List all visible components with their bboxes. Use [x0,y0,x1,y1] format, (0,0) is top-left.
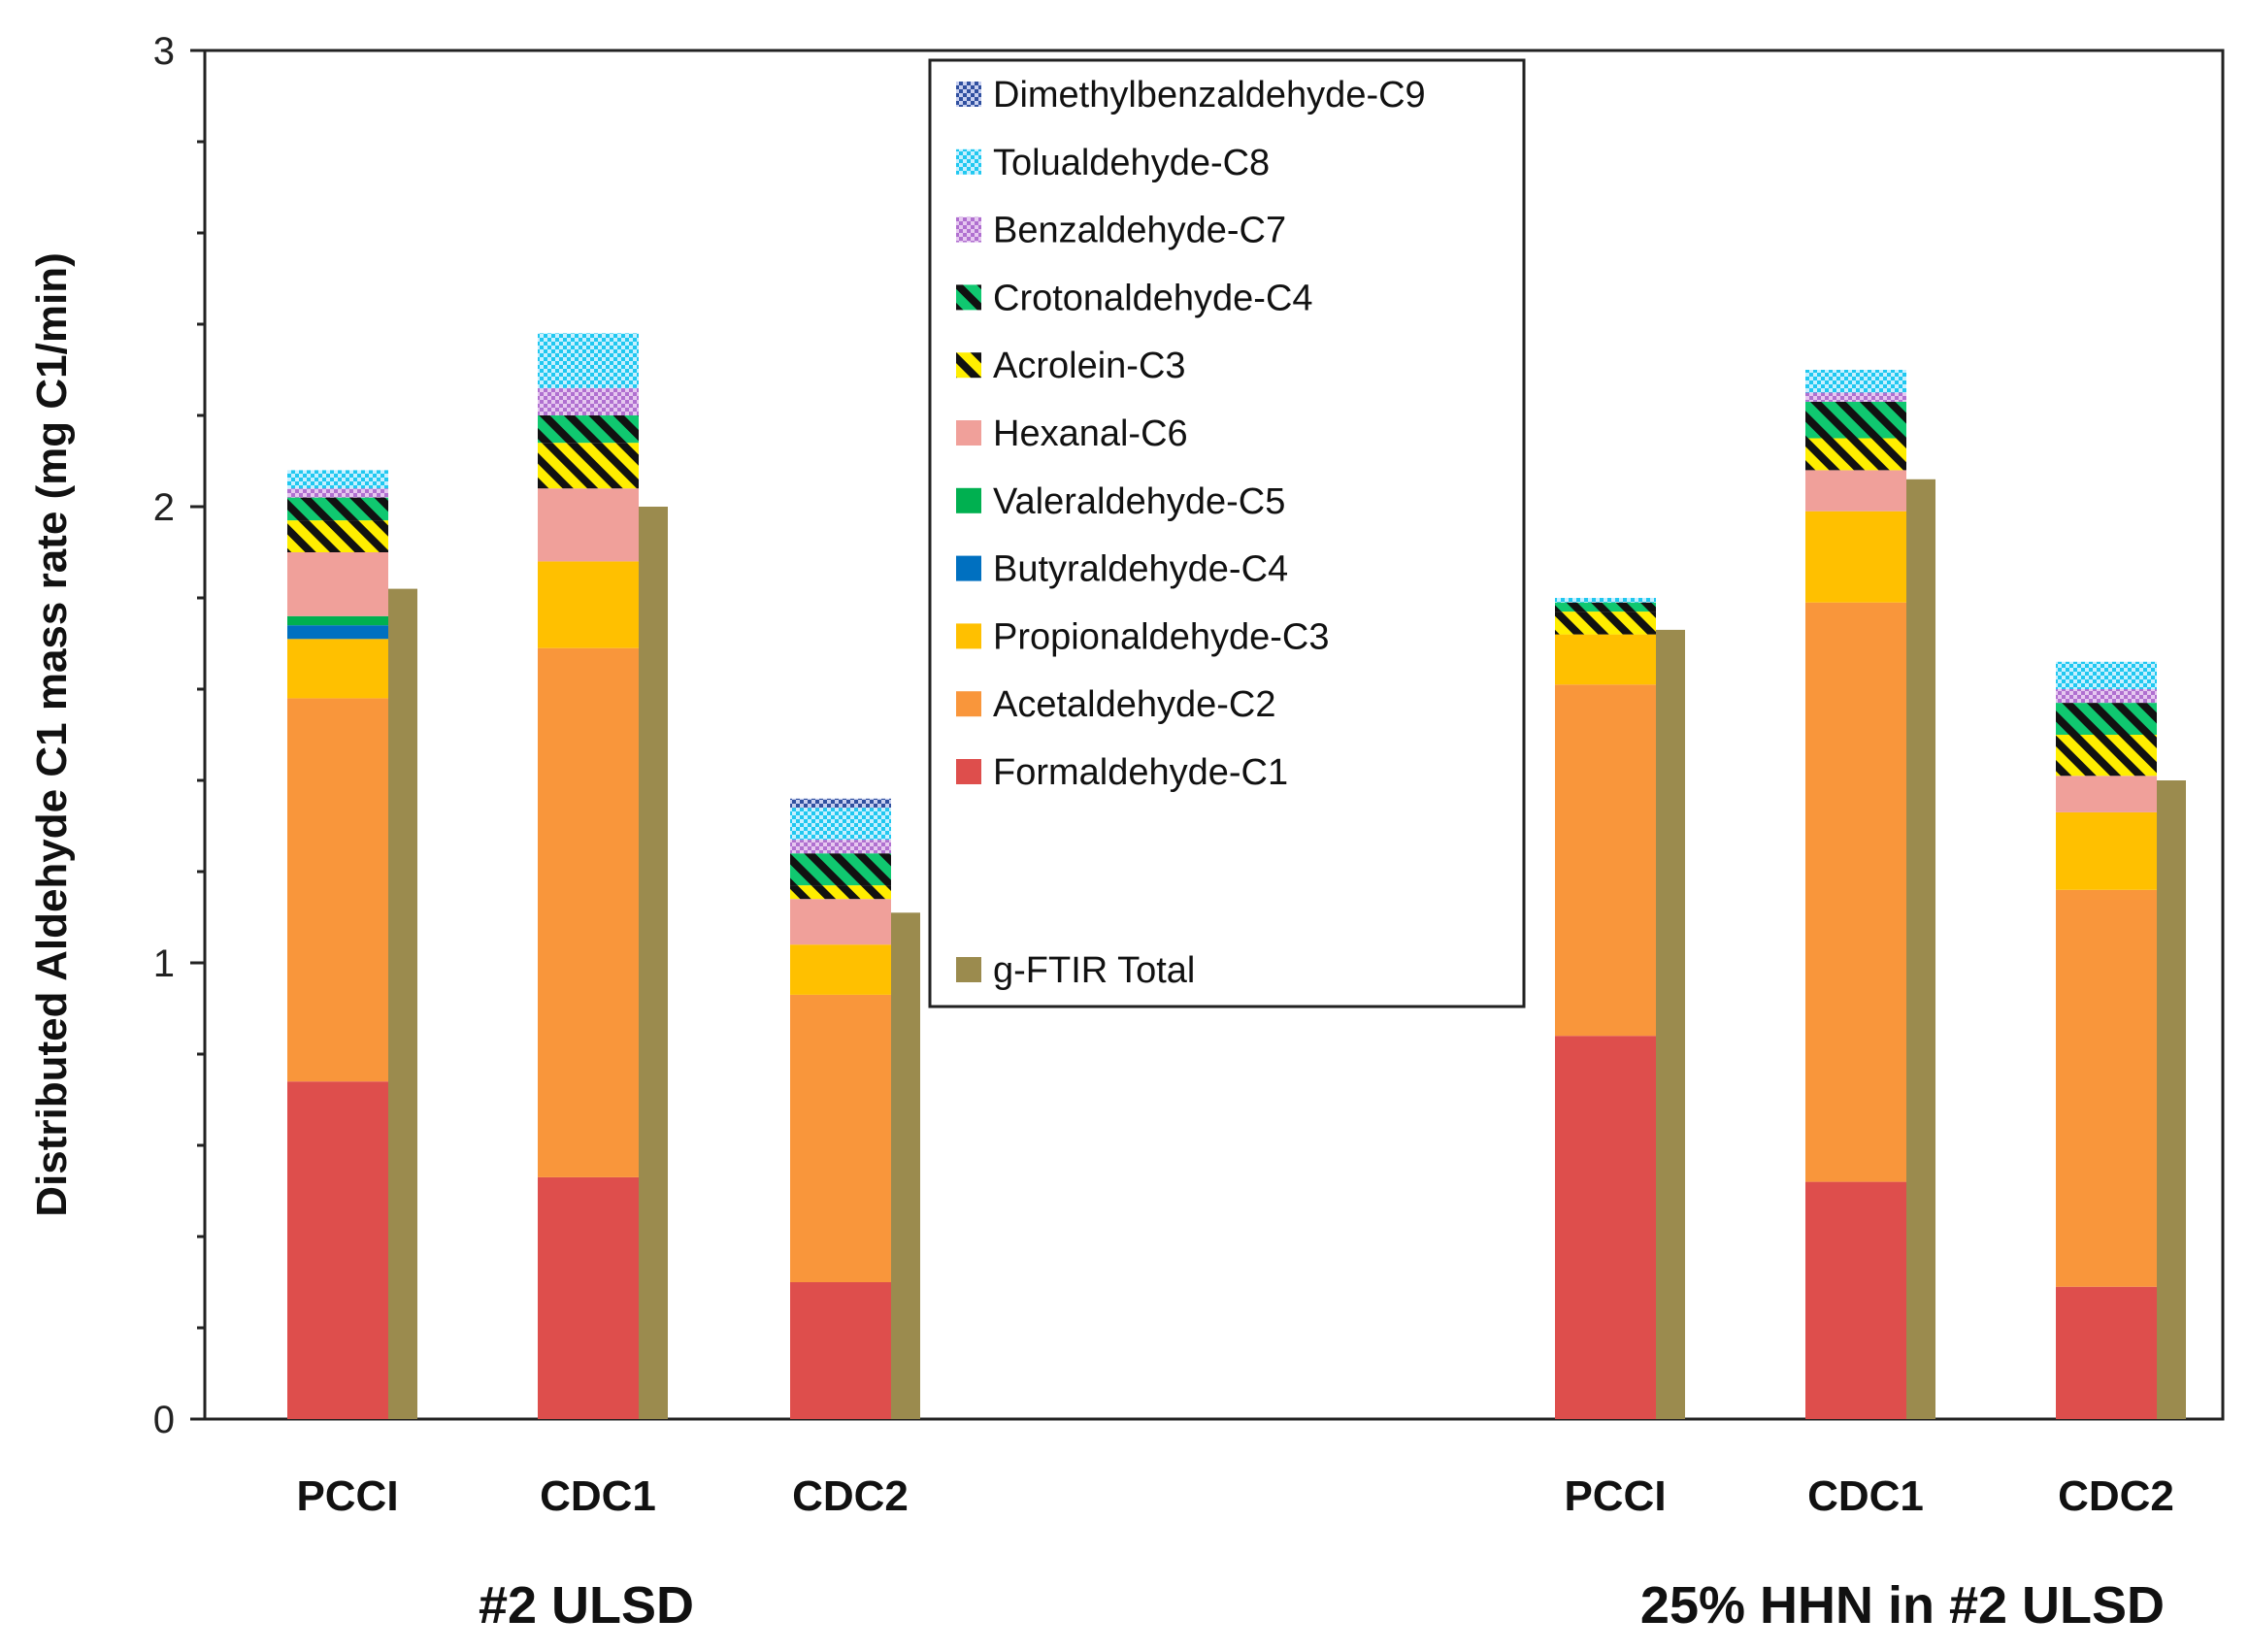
legend-label: Tolualdehyde-C8 [993,143,1270,183]
x-category-label: CDC2 [792,1472,909,1520]
bar-segment-formaldehyde-c1 [790,1282,891,1419]
bar-segment-acrolein-c3 [1555,611,1656,635]
legend-swatch [956,284,981,311]
bar-segment-propionaldehyde-c3 [790,944,891,995]
bar-segment-acrolein-c3 [2056,735,2157,776]
bar-segment-acetaldehyde-c2 [1805,602,1906,1182]
bar-segment-tolualdehyde-c8 [1805,370,1906,393]
legend-label: Hexanal-C6 [993,413,1188,454]
bar-segment-butyraldehyde-c4 [287,625,388,640]
bar-segment-tolualdehyde-c8 [790,808,891,841]
bar-segment-tolualdehyde-c8 [2056,661,2157,689]
x-axis-labels: PCCI CDC1 CDC2 PCCI CDC1 CDC2 #2 ULSD 25% HHN i… [296,1472,2173,1635]
bar-segment-tolualdehyde-c8 [1555,598,1656,603]
bar-segment-propionaldehyde-c3 [538,561,639,648]
x-category-label: CDC1 [540,1472,656,1520]
legend-swatch [956,420,981,446]
bar-segment-acrolein-c3 [287,520,388,552]
y-tick-label: 3 [153,30,175,73]
bar-segment-propionaldehyde-c3 [1805,511,1906,603]
bar-segment-propionaldehyde-c3 [1555,634,1656,685]
legend-box [928,58,1526,1008]
legend-label: Dimethylbenzaldehyde-C9 [993,75,1426,116]
legend-swatch [956,957,981,982]
bar-gftir-total [1656,629,1685,1419]
legend-swatch [956,555,981,581]
bar-segment-formaldehyde-c1 [2056,1286,2157,1419]
bar-segment-hexanal-c6 [1805,470,1906,512]
legend-label: Benzaldehyde-C7 [993,211,1286,251]
bar-segment-acrolein-c3 [538,443,639,489]
bar-segment-crotonaldehyde-c4 [1555,602,1656,612]
bar-segment-formaldehyde-c1 [1805,1181,1906,1419]
bar-gftir-total [639,507,668,1419]
bars-layer [287,333,2186,1419]
y-tick-label: 1 [153,942,175,985]
bar-segment-acrolein-c3 [790,885,891,900]
x-category-label: CDC2 [2058,1472,2174,1520]
bar-segment-formaldehyde-c1 [287,1081,388,1419]
legend-label: Valeraldehyde-C5 [993,481,1285,522]
bar-gftir-total [1906,479,1935,1419]
bar-gftir-total [2157,780,2186,1419]
x-group-label: #2 ULSD [479,1576,694,1635]
legend-swatch [956,82,981,107]
bar-segment-crotonaldehyde-c4 [287,497,388,521]
bar-segment-propionaldehyde-c3 [287,639,388,699]
legend-label: Formaldehyde-C1 [993,752,1288,793]
bar-segment-benzaldehyde-c7 [538,387,639,415]
bar-segment-crotonaldehyde-c4 [790,853,891,886]
bar-segment-acetaldehyde-c2 [287,698,388,1082]
bar-segment-acrolein-c3 [1805,438,1906,471]
bar-segment-hexanal-c6 [790,899,891,945]
legend-label: Butyraldehyde-C4 [993,549,1288,590]
legend-swatch [956,487,981,513]
legend-swatch [956,691,981,717]
x-category-label: PCCI [1564,1472,1666,1520]
legend-swatch [956,149,981,175]
bar-segment-propionaldehyde-c3 [2056,811,2157,890]
bar-segment-benzaldehyde-c7 [1805,392,1906,402]
bar-segment-dimethylbenzaldehyde-c9 [790,798,891,809]
bar-segment-formaldehyde-c1 [1555,1036,1656,1419]
x-category-label: CDC1 [1807,1472,1924,1520]
legend-swatch [956,352,981,379]
y-tick-label: 2 [153,486,175,529]
bar-segment-acetaldehyde-c2 [790,994,891,1282]
legend-swatch [956,623,981,649]
bar-segment-crotonaldehyde-c4 [2056,703,2157,735]
y-axis-title: Distributed Aldehyde C1 mass rate (mg C1… [28,252,76,1216]
legend-swatch [956,759,981,784]
legend: Dimethylbenzaldehyde-C9 Tolualdehyde-C8 Be… [928,58,1526,1008]
bar-segment-valeraldehyde-c5 [287,615,388,626]
legend-swatch [956,216,981,243]
y-axis-ticks: 0 1 2 3 [153,30,205,1441]
bar-segment-crotonaldehyde-c4 [1805,401,1906,439]
bar-segment-benzaldehyde-c7 [2056,689,2157,704]
bar-segment-acetaldehyde-c2 [1555,684,1656,1037]
legend-label: Acrolein-C3 [993,346,1186,386]
bar-segment-benzaldehyde-c7 [790,840,891,854]
bar-gftir-total [891,912,920,1419]
legend-label: Crotonaldehyde-C4 [993,278,1313,318]
bar-segment-tolualdehyde-c8 [287,470,388,489]
legend-label: Acetaldehyde-C2 [993,684,1276,725]
bar-segment-acetaldehyde-c2 [538,647,639,1177]
bar-segment-hexanal-c6 [287,552,388,616]
bar-gftir-total [388,588,417,1419]
x-category-label: PCCI [296,1472,398,1520]
x-group-label: 25% HHN in #2 ULSD [1640,1576,2165,1635]
bar-segment-formaldehyde-c1 [538,1176,639,1419]
bar-segment-benzaldehyde-c7 [287,488,388,498]
y-tick-label: 0 [153,1399,175,1441]
bar-segment-acetaldehyde-c2 [2056,889,2157,1287]
bar-segment-hexanal-c6 [538,488,639,562]
bar-segment-tolualdehyde-c8 [538,333,639,388]
legend-label: Propionaldehyde-C3 [993,616,1329,657]
bar-segment-hexanal-c6 [2056,776,2157,812]
legend-label: g-FTIR Total [993,950,1195,991]
bar-segment-crotonaldehyde-c4 [538,415,639,444]
